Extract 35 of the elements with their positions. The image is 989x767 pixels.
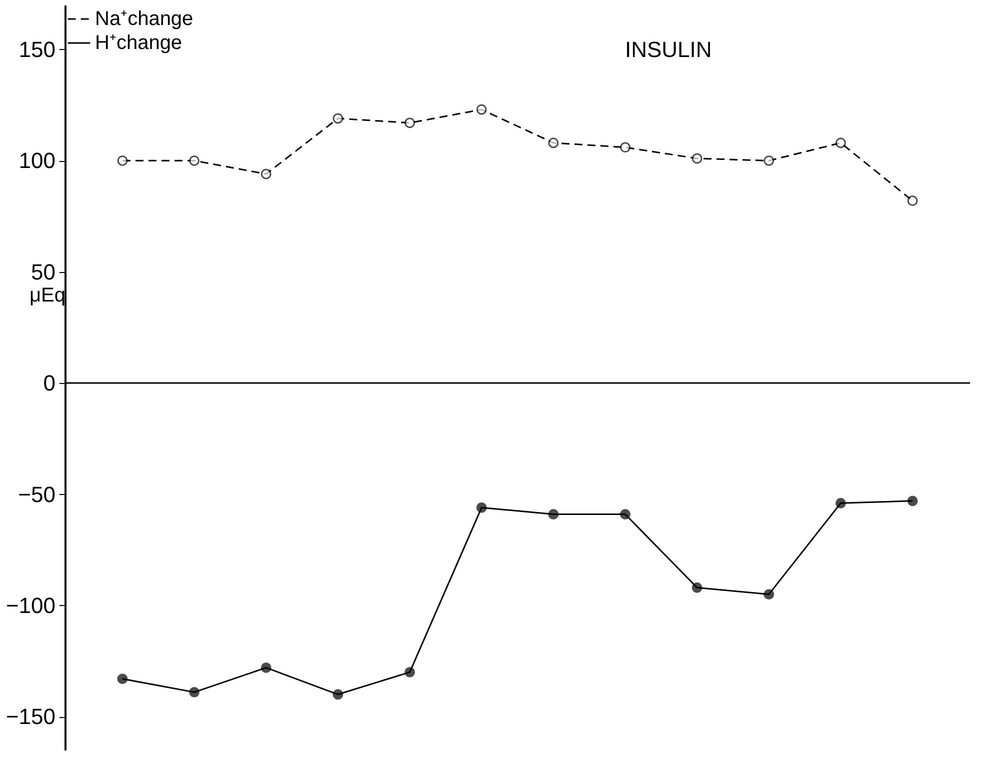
y-tick-label: −50 (18, 482, 56, 507)
point (189, 686, 200, 698)
y-tick-label: −100 (6, 592, 56, 618)
y-tick-label: 150 (18, 36, 56, 62)
point (260, 662, 272, 673)
text: INSULIN (625, 37, 712, 62)
legend-label: Na⁺change (95, 8, 194, 30)
point (764, 155, 774, 166)
point (117, 155, 128, 166)
point (548, 138, 559, 148)
point (620, 142, 630, 153)
point (476, 502, 487, 513)
point (260, 168, 272, 180)
y-tick-label: 100 (18, 148, 56, 174)
point (907, 496, 918, 506)
point (835, 498, 846, 508)
point (907, 195, 918, 206)
point (620, 509, 630, 520)
point (404, 666, 415, 678)
point (332, 113, 344, 124)
point (404, 118, 415, 128)
point (332, 689, 344, 700)
point (835, 138, 846, 148)
point (117, 674, 128, 684)
point (189, 155, 200, 166)
point (476, 104, 487, 115)
y-tick-label: 0 (43, 370, 56, 396)
point (764, 589, 774, 600)
point (692, 582, 702, 593)
point (548, 509, 559, 520)
point (692, 153, 702, 164)
y-tick-label: 50 (31, 259, 56, 284)
y-tick-label: −150 (6, 704, 56, 730)
legend-label: H⁺change (95, 32, 182, 54)
y-axis-title: μEq (30, 284, 66, 306)
